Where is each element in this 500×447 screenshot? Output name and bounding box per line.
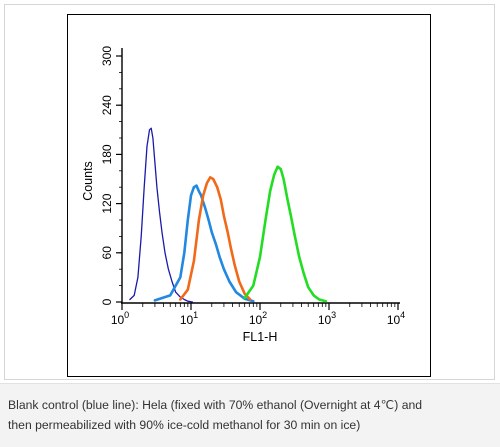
plot-area: [67, 14, 431, 377]
x-tick-label: 102: [249, 310, 267, 327]
histogram-series-4: [243, 165, 328, 303]
x-tick-label: 101: [180, 310, 198, 327]
y-tick-label: 120: [100, 193, 114, 213]
y-tick-label: 0: [100, 298, 114, 305]
caption-line-1: Blank control (blue line): Hela (fixed w…: [8, 398, 423, 412]
y-tick-label: 240: [100, 95, 114, 115]
x-axis-label: FL1-H: [243, 330, 278, 344]
histogram-series-1: [129, 127, 194, 303]
flow-histogram-chart: 0 60 120 180 240 300 100 101 102 103 104 FL1-H Count…: [81, 46, 405, 344]
y-tick-label: 180: [100, 144, 114, 164]
figure-caption: Blank control (blue line): Hela (fixed w…: [0, 383, 500, 447]
histogram-series-2: [153, 184, 255, 303]
figure-frame: [4, 4, 495, 380]
y-tick-label: 60: [100, 246, 114, 260]
x-tick-label: 104: [387, 310, 405, 327]
y-axis-label: Counts: [81, 161, 95, 201]
y-tick-label: 300: [100, 46, 114, 66]
histogram-series-3: [179, 176, 252, 301]
caption-line-2: then permeabilized with 90% ice-cold met…: [8, 418, 361, 432]
x-tick-label: 103: [318, 310, 336, 327]
x-tick-label: 100: [111, 310, 129, 327]
